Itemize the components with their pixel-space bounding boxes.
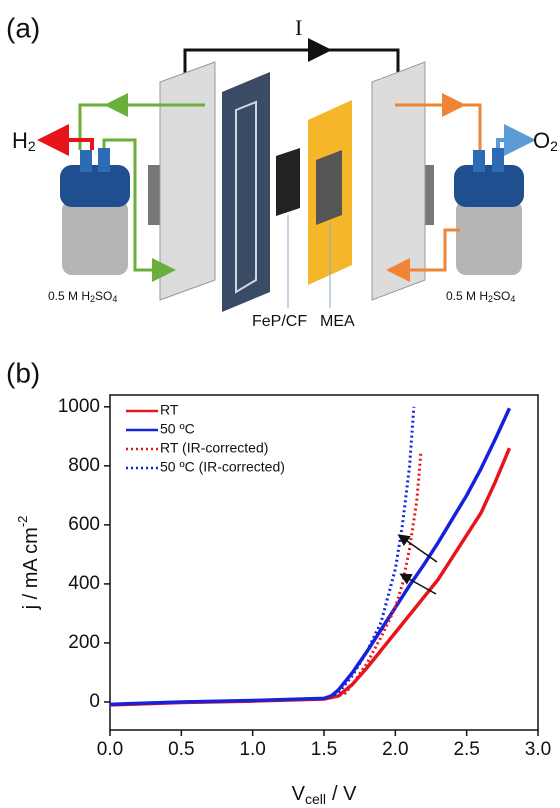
text: / V — [332, 783, 357, 805]
x-axis-label: Vcell / V — [292, 783, 357, 806]
electrolyte-label: 0.5 M H2SO4 — [48, 289, 117, 304]
port — [80, 150, 92, 172]
electrolyte-label: 0.5 M H2SO4 — [446, 289, 515, 304]
x-tick-label: 0.5 — [168, 739, 194, 760]
legend-label: RT — [160, 402, 179, 418]
y-tick-label: 0 — [89, 691, 100, 712]
subscript: 2 — [28, 138, 36, 154]
chart: 0.0 0.5 1.0 1.5 2.0 2.5 3.0 0 200 400 600 800 1000 Vc… — [15, 395, 551, 807]
series-line — [110, 448, 509, 705]
end-plate — [372, 62, 425, 300]
text: O — [533, 128, 550, 153]
port — [98, 148, 110, 172]
port — [473, 150, 485, 172]
subscript: 4 — [112, 294, 117, 304]
bottle-cap — [60, 165, 130, 207]
circuit-wire — [185, 50, 398, 108]
x-tick-label: 3.0 — [525, 739, 551, 760]
x-tick-label: 2.0 — [382, 739, 408, 760]
bottle-cap — [454, 165, 524, 207]
panel-label: (a) — [6, 12, 40, 43]
panel-label: (b) — [6, 357, 40, 388]
bottle-body — [456, 200, 522, 275]
y-tick-label: 600 — [68, 514, 100, 535]
x-tick-label: 2.5 — [453, 739, 479, 760]
diagram: (a) I H2 O2 0.5 M H2SO4 0 — [6, 12, 558, 330]
text: V — [292, 783, 306, 805]
y-axis-label: j / mA cm-2 — [15, 516, 42, 611]
series-line — [110, 451, 421, 705]
x-tick-label: 0.0 — [97, 739, 123, 760]
text: H — [12, 128, 28, 153]
membrane-label: MEA — [320, 313, 355, 330]
x-tick-label: 1.5 — [311, 739, 337, 760]
o2-label: O2 — [533, 128, 558, 154]
legend-label: 50 ºC — [160, 421, 195, 437]
subscript: cell — [305, 791, 326, 807]
h2-arrow — [45, 140, 92, 150]
y-tick-label: 400 — [68, 573, 100, 594]
legend-label: 50 ºC (IR-corrected) — [160, 459, 285, 475]
text: j / mA cm — [20, 527, 42, 610]
o2-arrow — [498, 140, 528, 148]
y-tick-label: 1000 — [58, 396, 100, 417]
text: 0.5 M H — [48, 289, 90, 303]
membrane-active — [316, 150, 342, 225]
end-plate — [160, 62, 215, 300]
shift-arrow — [400, 536, 437, 562]
text: SO — [493, 289, 510, 303]
text: SO — [95, 289, 112, 303]
port — [492, 148, 504, 172]
y-tick-label: 800 — [68, 455, 100, 476]
x-tick-label: 1.0 — [239, 739, 265, 760]
catalyst-piece — [276, 148, 300, 216]
figure: (a) I H2 O2 0.5 M H2SO4 0 — [0, 0, 560, 808]
legend-label: RT (IR-corrected) — [160, 440, 268, 456]
h2-label: H2 — [12, 128, 36, 154]
flow-frame — [222, 72, 270, 312]
subscript: 2 — [550, 138, 558, 154]
text: 0.5 M H — [446, 289, 488, 303]
catalyst-label: FeP/CF — [252, 313, 307, 330]
current-label: I — [295, 15, 302, 40]
bottle-body — [62, 200, 128, 275]
y-tick-label: 200 — [68, 632, 100, 653]
subscript: 4 — [510, 294, 515, 304]
superscript: -2 — [15, 516, 30, 528]
